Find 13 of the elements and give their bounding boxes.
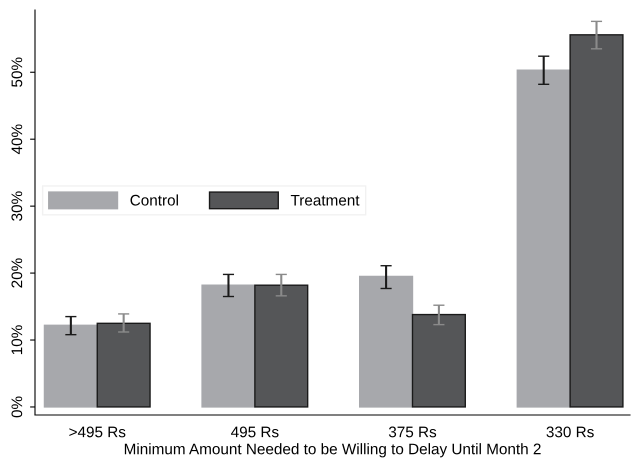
y-tick-label: 50% — [11, 58, 22, 87]
y-tick-label: 40% — [11, 124, 22, 154]
x-axis-title: Minimum Amount Needed to be Willing to Delay Until Month 2 — [124, 443, 541, 458]
x-tick-label: 375 Rs — [388, 426, 436, 438]
y-tick-label: 30% — [11, 191, 22, 221]
y-tick-label: 0% — [11, 396, 22, 418]
x-tick-label: 495 Rs — [231, 426, 279, 438]
x-tick-label: 330 Rs — [546, 426, 594, 438]
legend-label: Control — [130, 194, 178, 206]
legend-label: Treatment — [290, 194, 360, 206]
x-tick-label: >495 Rs — [69, 426, 126, 438]
y-tick-label: 20% — [11, 258, 22, 288]
y-tick-label: 10% — [11, 325, 22, 354]
